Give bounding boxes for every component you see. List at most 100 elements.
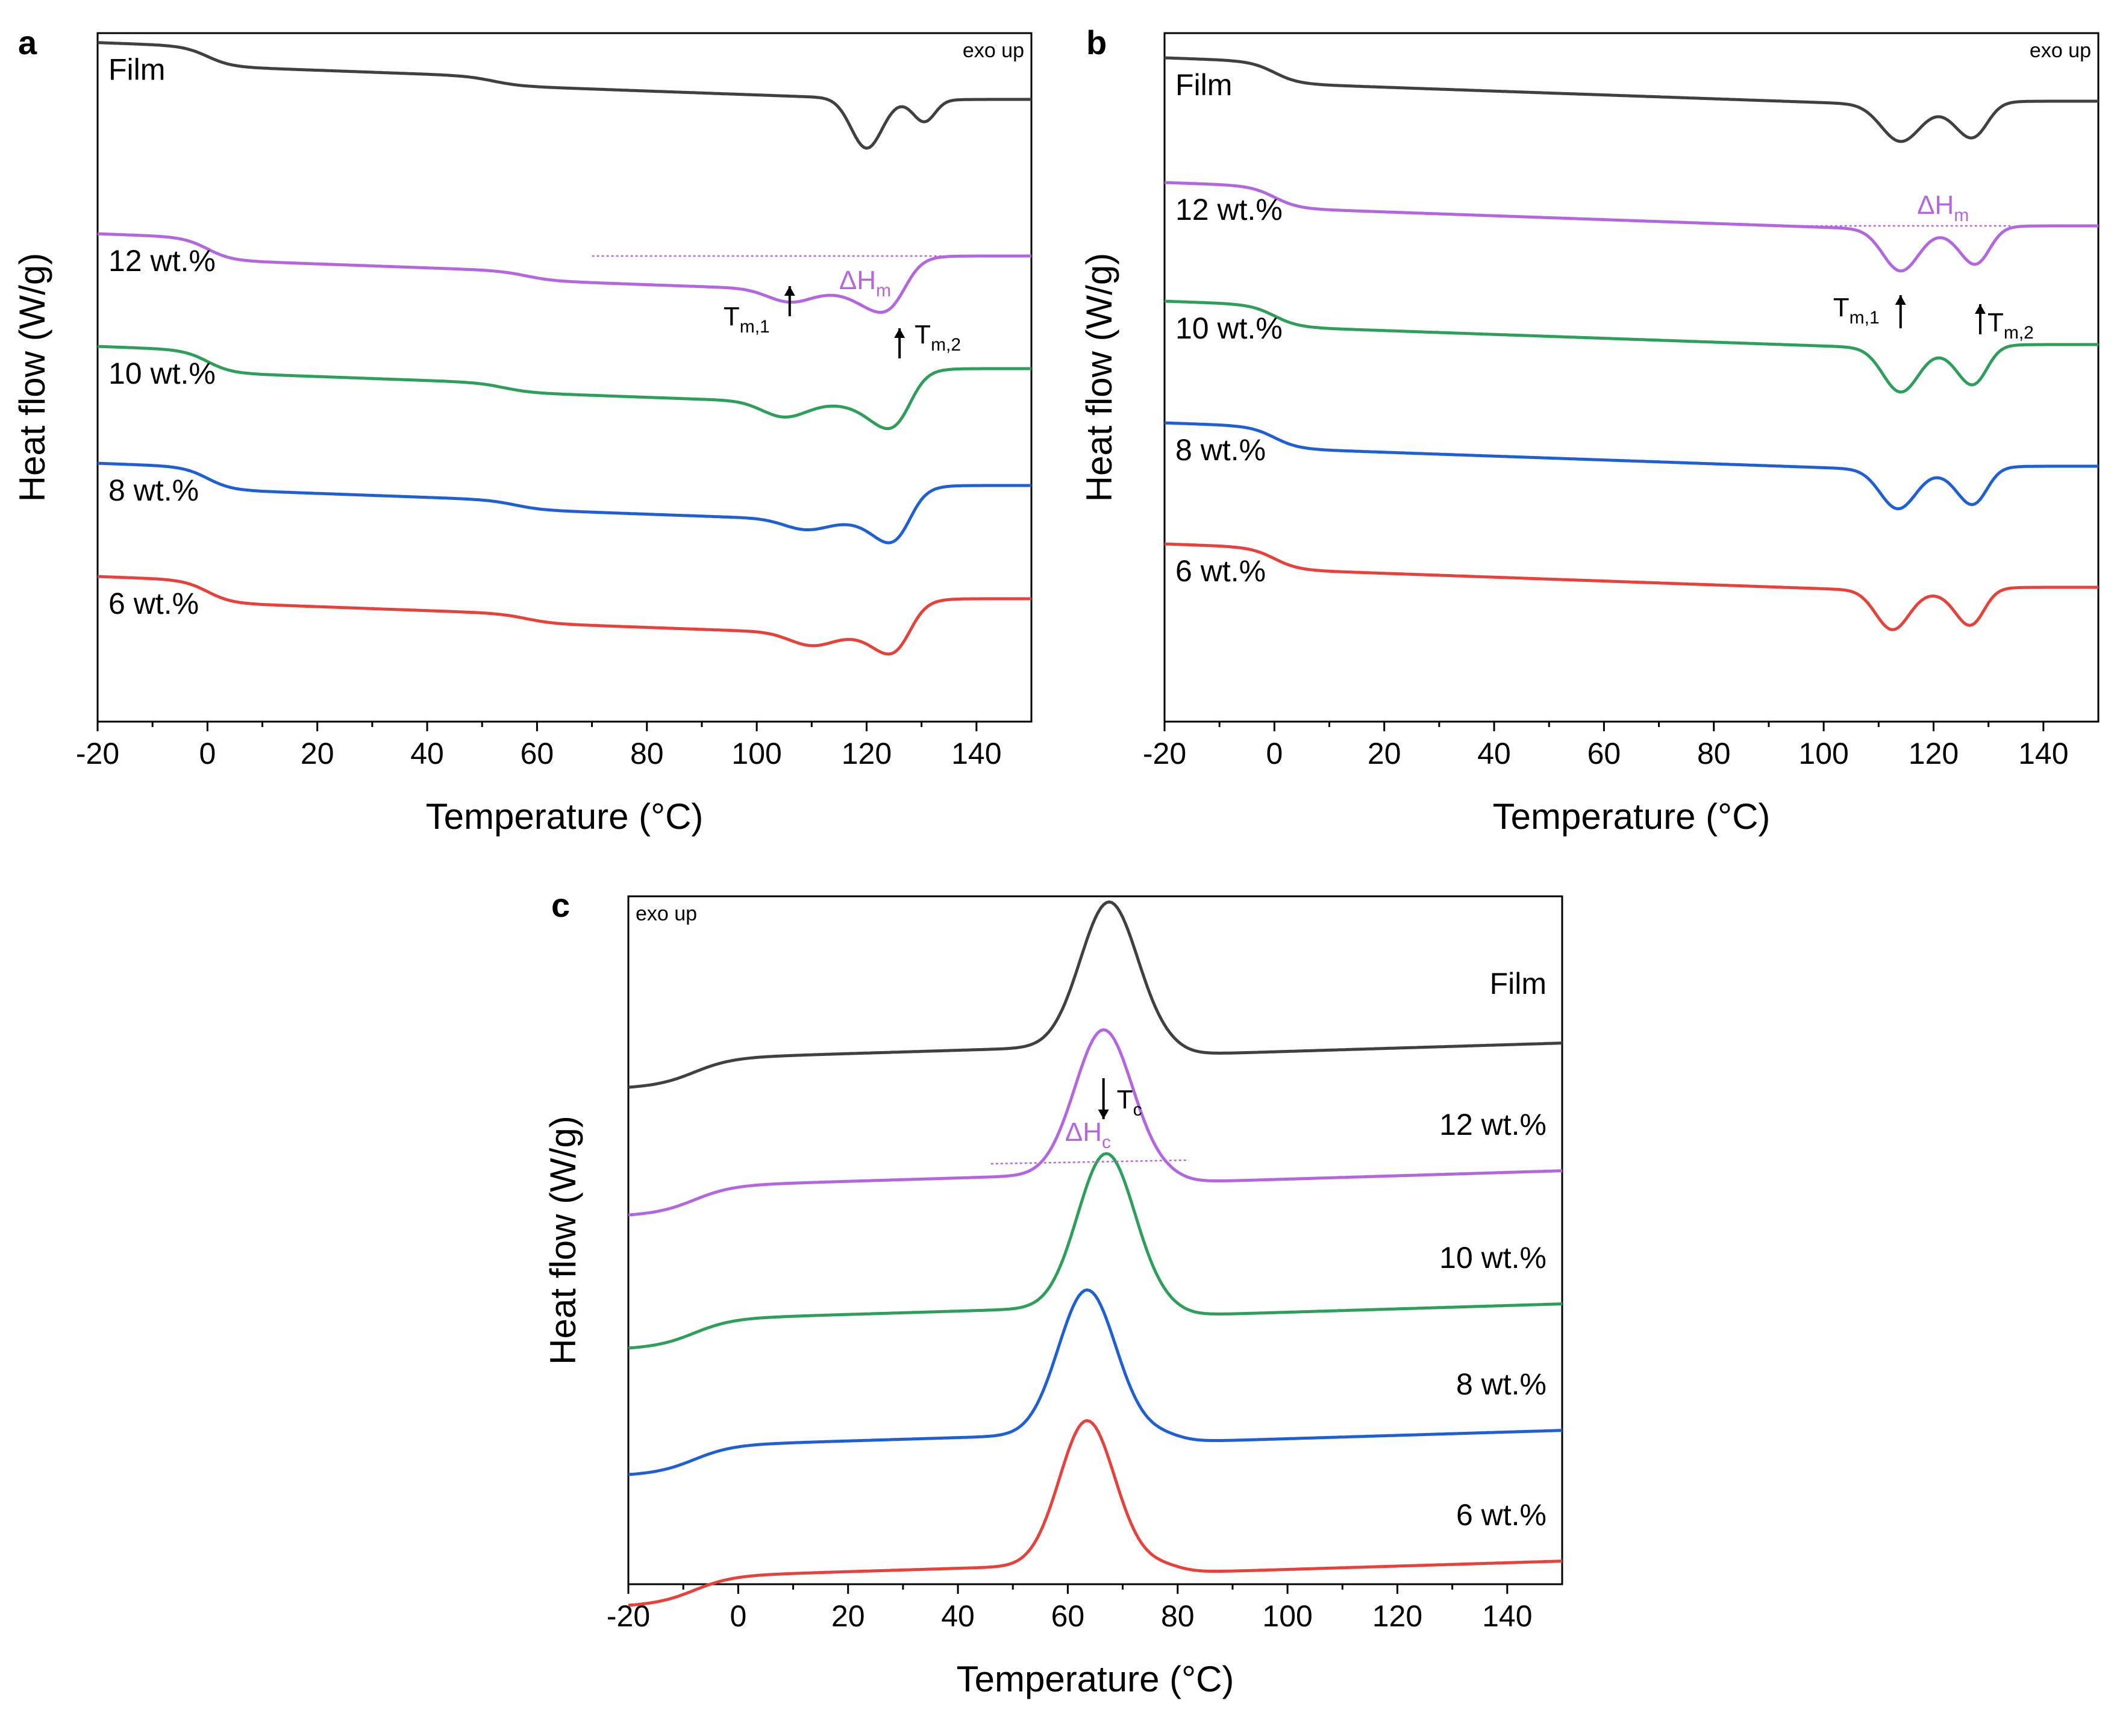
x-tick-label: 20 [301,737,334,770]
series-label: 12 wt.% [1175,193,1283,226]
plot-frame [1163,32,2100,723]
series-line-8wt [628,1288,1563,1476]
annotation-t2-sub: m,2 [2004,323,2034,343]
series-label: 12 wt.% [108,244,216,278]
annotation-dh-main: ΔH [1065,1117,1102,1147]
annotation-dh: ΔHc [1065,1117,1111,1152]
y-axis-label: Heat flow (W/g) [1079,253,1119,502]
y-axis-label: Heat flow (W/g) [12,253,52,502]
annotation-tc-main: T [1117,1085,1133,1114]
series-line-film [97,41,1031,150]
x-tick-label: 0 [730,1599,746,1633]
series-line-10wt [628,1152,1563,1350]
series-line-6wt [97,575,1031,656]
series-label: 6 wt.% [108,587,199,620]
x-tick-label: 100 [1798,737,1848,770]
x-tick-label: 80 [1161,1599,1195,1633]
series-line-12wt [1164,181,2098,273]
annotation-t2-main: T [915,320,931,349]
annotation-dh: ΔHm [1917,190,1969,225]
series-label: 6 wt.% [1175,554,1266,588]
x-tick-label: 60 [521,737,554,770]
x-tick-label: 120 [842,737,892,770]
exo-up-note: exo up [636,902,697,925]
annotation-tc-sub: c [1133,1100,1142,1120]
series-line-10wt [97,345,1031,430]
tm2-arrow-head [894,328,905,338]
tc-arrow-head [1098,1110,1109,1119]
x-tick-label: 20 [831,1599,865,1633]
series-line-12wt [97,232,1031,314]
annotation-dh-sub: m [1954,205,1969,225]
annotation-t2-main: T [1987,308,2004,337]
series-label: 8 wt.% [108,473,199,507]
x-tick-label: 40 [1477,737,1511,770]
panel-letter: b [1086,23,1107,61]
x-tick-label: 60 [1587,737,1621,770]
x-tick-label: -20 [1143,737,1186,770]
panel-letter: c [551,886,570,924]
series-label: 8 wt.% [1456,1367,1546,1401]
x-tick-label: -20 [76,737,119,770]
plot-frame [627,895,1563,1585]
annotation-t1: Tm,1 [1833,293,1880,328]
exo-up-note: exo up [2030,39,2091,62]
x-tick-label: 100 [1262,1599,1312,1633]
series-label: Film [108,53,165,87]
series-label: 12 wt.% [1439,1108,1546,1141]
x-axis-label: Temperature (°C) [957,1659,1234,1699]
annotation-dh-sub: m [876,281,891,301]
series-label: 10 wt.% [108,357,216,390]
chart-panel-b: b -20 0 20 40 60 80 100 120 140 Temperature (°C) He… [1079,23,2100,837]
annotation-t1-sub: m,1 [740,317,770,337]
x-tick-label: 120 [1909,737,1959,770]
series-line-10wt [1164,299,2098,394]
panel-letter: a [18,23,37,61]
x-tick-label: 140 [1482,1599,1532,1633]
series-label: 10 wt.% [1439,1241,1546,1275]
x-tick-label: 40 [410,737,444,770]
annotation-dh-sub: c [1102,1132,1111,1152]
x-tick-label: 140 [2018,737,2068,770]
x-tick-label: 80 [630,737,664,770]
tm1-arrow-head [1895,295,1906,305]
annotation-t2: Tm,2 [915,320,961,355]
annotation-t1-main: T [724,302,740,331]
x-tick-label: 100 [731,737,781,770]
annotation-t1: Tm,1 [724,302,770,337]
annotation-t1-main: T [1833,293,1850,322]
chart-panel-a: a -20 0 20 40 60 80 100 120 140 Temperature (°C) He… [12,23,1033,837]
annotation-dh-main: ΔH [1917,190,1954,220]
x-tick-label: 140 [951,737,1001,770]
x-axis-label: Temperature (°C) [1493,796,1771,837]
x-tick-label: 60 [1051,1599,1085,1633]
tm2-arrow-head [1974,304,1986,314]
tm1-arrow-head [784,286,795,296]
series-line-film [628,900,1563,1089]
x-tick-label: 120 [1372,1599,1422,1633]
x-tick-label: 20 [1368,737,1401,770]
exo-up-note: exo up [963,39,1024,62]
series-label: Film [1175,68,1232,102]
series-label: 10 wt.% [1175,311,1283,345]
series-line-6wt [1164,542,2098,631]
x-tick-label: 0 [199,737,216,770]
series-line-film [1164,56,2098,143]
series-line-12wt [628,1028,1563,1217]
plot-frame [96,32,1033,723]
annotation-tc: Tc [1117,1085,1142,1120]
y-axis-label: Heat flow (W/g) [543,1116,583,1364]
series-line-8wt [1164,421,2098,511]
series-label: Film [1490,967,1546,1001]
panels: a -20 0 20 40 60 80 100 120 140 Temperature (°C) He… [12,23,2100,1699]
series-line-8wt [97,461,1031,545]
series-label: 6 wt.% [1456,1498,1546,1532]
x-tick-label: 0 [1266,737,1283,770]
annotation-t2-sub: m,2 [931,335,961,355]
annotation-dh-main: ΔH [839,266,876,295]
annotation-dh: ΔHm [839,266,891,301]
series-line-6wt [628,1419,1563,1607]
